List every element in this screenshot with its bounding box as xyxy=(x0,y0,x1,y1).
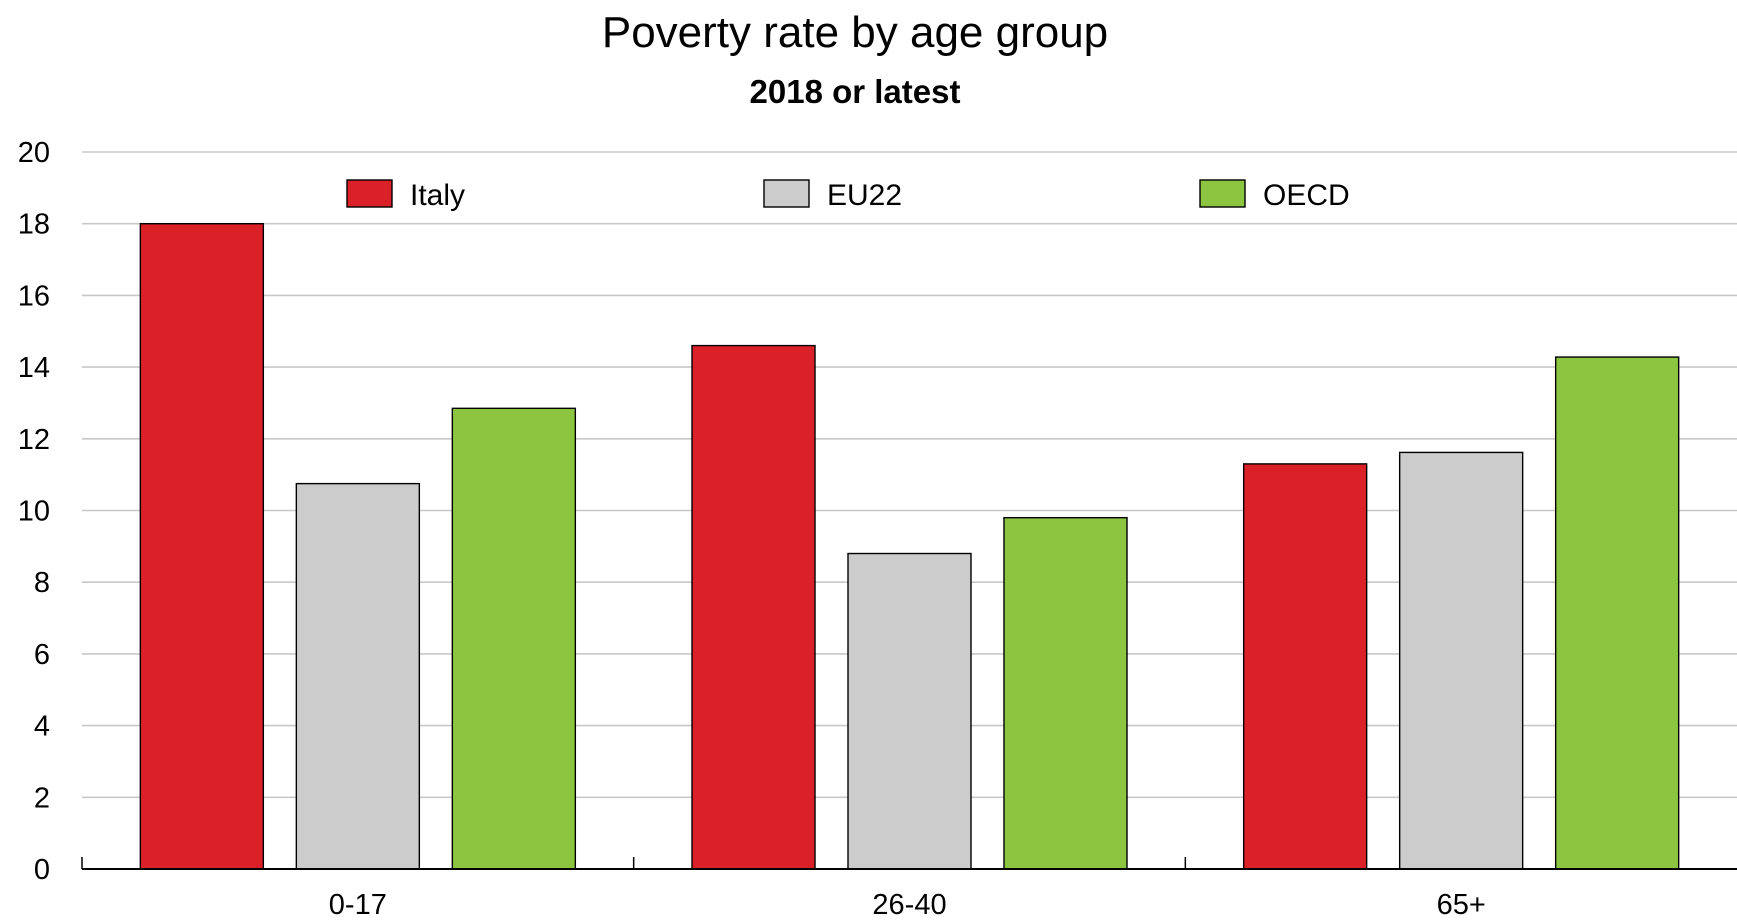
y-tick-label: 20 xyxy=(18,137,50,169)
legend-swatch-italy xyxy=(346,179,393,208)
y-axis-ticks: 0 2 4 6 8 10 12 14 16 18 20 xyxy=(18,137,50,886)
y-tick-label: 18 xyxy=(18,209,50,241)
bar-oecd-0-17 xyxy=(451,407,577,870)
x-axis: 0-17 26-40 65+ xyxy=(81,857,1737,920)
x-tick-label: 0-17 xyxy=(329,889,387,920)
y-tick-label: 16 xyxy=(18,280,50,312)
x-tick-label: 26-40 xyxy=(872,889,946,920)
y-tick-label: 10 xyxy=(18,496,50,528)
legend-label-eu22: EU22 xyxy=(827,179,902,212)
legend-swatch-oecd xyxy=(1199,179,1246,208)
legend-label-italy: Italy xyxy=(410,179,465,212)
legend-swatch-eu22 xyxy=(763,179,810,208)
legend: Italy EU22 OECD xyxy=(346,179,1350,212)
y-tick-label: 0 xyxy=(34,854,50,886)
y-tick-label: 8 xyxy=(34,567,50,599)
chart-title: Poverty rate by age group xyxy=(602,8,1108,57)
bar-oecd-26-40 xyxy=(1003,516,1128,870)
y-tick-label: 4 xyxy=(34,711,50,743)
y-tick-label: 14 xyxy=(18,352,50,384)
bar-italy-65+ xyxy=(1242,463,1368,870)
chart-subtitle: 2018 or latest xyxy=(750,73,961,110)
y-tick-label: 2 xyxy=(34,782,50,814)
bars xyxy=(139,222,1680,870)
x-tick-label: 65+ xyxy=(1437,889,1486,920)
y-tick-label: 12 xyxy=(18,424,50,456)
bar-oecd-65+ xyxy=(1554,356,1680,870)
bar-italy-0-17 xyxy=(139,222,265,870)
bar-eu22-26-40 xyxy=(847,552,972,870)
bar-italy-26-40 xyxy=(691,344,816,870)
y-tick-label: 6 xyxy=(34,639,50,671)
legend-label-oecd: OECD xyxy=(1263,179,1350,212)
bar-eu22-0-17 xyxy=(295,482,421,870)
bar-eu22-65+ xyxy=(1398,451,1524,870)
